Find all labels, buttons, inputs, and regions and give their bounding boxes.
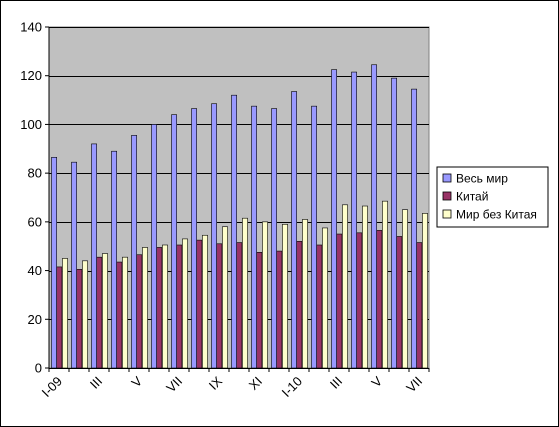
bar (291, 91, 297, 369)
bar (311, 105, 317, 369)
bar (282, 223, 288, 369)
bar (222, 226, 228, 369)
bar (71, 161, 77, 369)
bar (236, 242, 243, 369)
bar (76, 269, 83, 369)
bar (211, 103, 217, 369)
bar (371, 64, 377, 369)
bar (176, 244, 183, 369)
bar (296, 241, 303, 369)
bar (156, 247, 163, 369)
y-tick-label: 40 (28, 263, 42, 278)
bar (216, 243, 223, 369)
bar (331, 69, 337, 369)
bar (136, 254, 143, 369)
bar (242, 217, 248, 369)
bar (191, 108, 197, 369)
legend-label: Мир без Китая (456, 208, 537, 222)
bar (202, 234, 208, 369)
bar (262, 221, 268, 369)
legend-label: Китай (456, 190, 488, 204)
bar (416, 242, 423, 369)
bar (342, 204, 348, 369)
y-tick-label: 100 (20, 117, 42, 132)
y-tick-label: 140 (20, 20, 42, 35)
bar (376, 230, 383, 369)
bar (96, 256, 103, 369)
x-tick-label: VII (403, 374, 425, 396)
x-tick-label: I-09 (39, 374, 65, 400)
bar (162, 244, 168, 369)
legend-label: Весь мир (456, 172, 508, 186)
bar (56, 266, 63, 369)
y-tick-label: 60 (28, 214, 42, 229)
x-tick-label: V (368, 373, 385, 390)
x-tick-label: III (327, 374, 345, 392)
y-tick-label: 20 (28, 312, 42, 327)
bar (402, 209, 408, 369)
bar (182, 238, 188, 369)
bar (362, 205, 368, 369)
legend-swatch (442, 191, 452, 201)
bar (116, 261, 123, 369)
bar (422, 213, 428, 369)
bar (91, 143, 97, 369)
bar (351, 71, 357, 369)
x-tick-label: VII (163, 374, 185, 396)
x-tick-label: I-10 (279, 374, 305, 400)
bar (356, 232, 363, 369)
bar (131, 135, 137, 369)
y-tick-label: 120 (20, 68, 42, 83)
bar (316, 244, 323, 369)
bar (336, 233, 343, 369)
bar (142, 247, 148, 369)
bar (102, 253, 108, 369)
y-tick-label: 80 (28, 166, 42, 181)
bar (322, 227, 328, 369)
bar (122, 256, 128, 369)
bar (271, 108, 277, 369)
bar (196, 239, 203, 369)
bar (256, 252, 263, 369)
bar (151, 124, 157, 369)
bar (302, 219, 308, 369)
bar (62, 258, 68, 369)
bar (396, 236, 403, 369)
bar (251, 105, 257, 369)
bar (111, 150, 117, 369)
x-tick-label: XI (246, 374, 265, 393)
bar (82, 260, 88, 369)
legend-box (436, 166, 549, 228)
bar (391, 77, 397, 369)
x-tick-label: III (87, 374, 105, 392)
bar (51, 157, 57, 369)
legend-swatch (442, 173, 452, 183)
x-tick-label: IX (206, 373, 226, 393)
legend-swatch (442, 209, 452, 219)
bar (382, 200, 388, 369)
bar (276, 250, 283, 369)
y-tick-label: 0 (35, 361, 42, 376)
bar (231, 94, 237, 369)
bar (171, 114, 177, 369)
x-tick-label: V (128, 373, 145, 390)
bar (411, 88, 417, 369)
